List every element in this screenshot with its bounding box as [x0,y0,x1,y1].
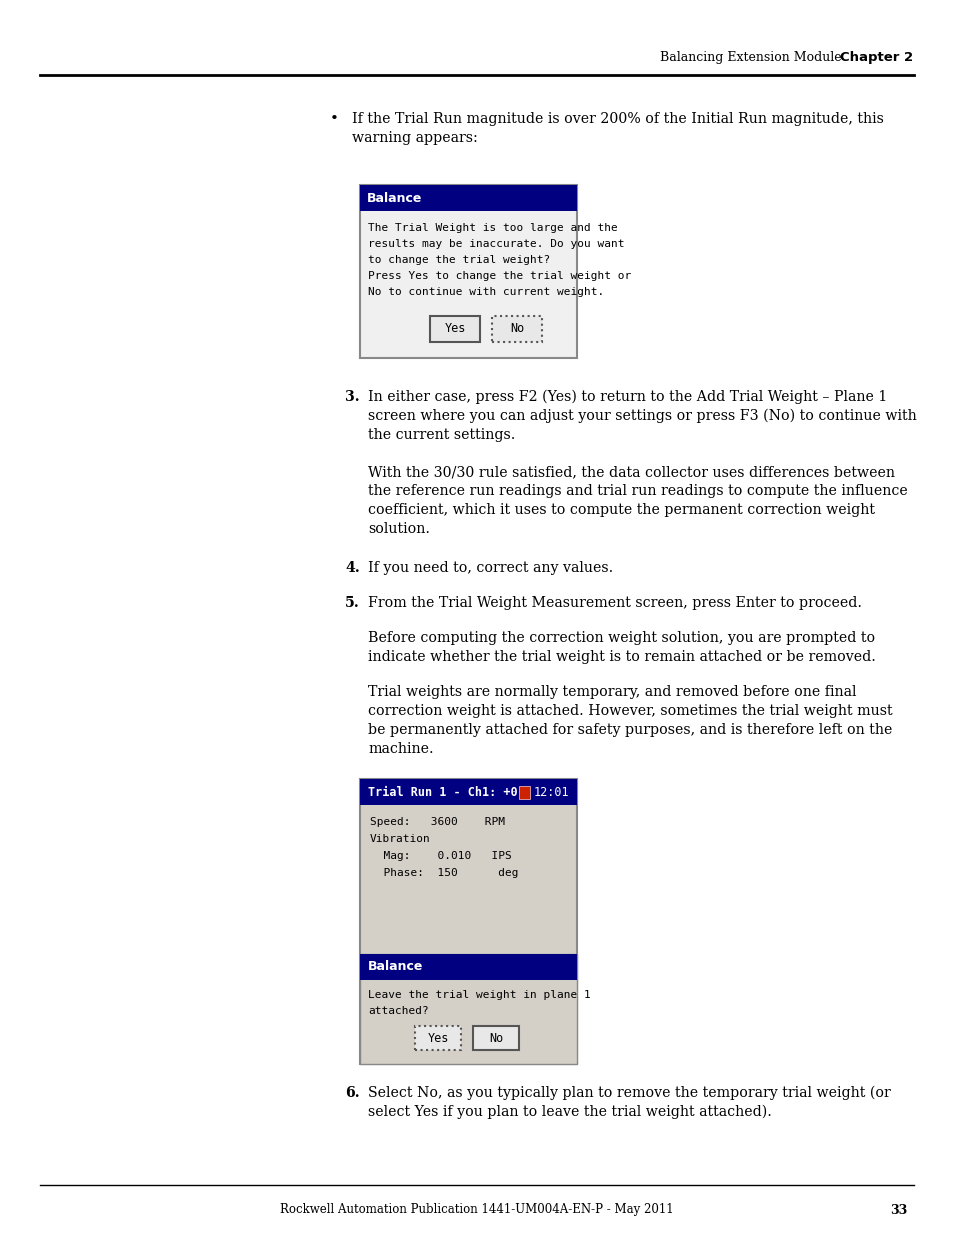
Bar [359,779,577,805]
Text: Yes: Yes [444,322,465,336]
Text: select Yes if you plan to leave the trial weight attached).: select Yes if you plan to leave the tria… [368,1105,771,1119]
Text: screen where you can adjust your settings or press F3 (No) to continue with: screen where you can adjust your setting… [368,409,916,424]
Text: results may be inaccurate. Do you want: results may be inaccurate. Do you want [368,240,624,249]
Text: Vibration: Vibration [370,834,431,844]
Text: If you need to, correct any values.: If you need to, correct any values. [368,561,613,576]
Bar [359,185,577,211]
Text: Select No, as you typically plan to remove the temporary trial weight (or: Select No, as you typically plan to remo… [368,1086,890,1100]
Text: coefficient, which it uses to compute the permanent correction weight: coefficient, which it uses to compute th… [368,503,874,517]
Text: 12:01: 12:01 [534,785,569,799]
Text: No to continue with current weight.: No to continue with current weight. [368,287,603,296]
Text: machine.: machine. [368,742,434,756]
Text: warning appears:: warning appears: [352,131,477,144]
Bar [359,953,577,981]
Text: indicate whether the trial weight is to remain attached or be removed.: indicate whether the trial weight is to … [368,650,875,664]
Text: solution.: solution. [368,522,430,536]
Text: •: • [330,112,338,126]
Text: Chapter 2: Chapter 2 [840,52,912,64]
Text: From the Trial Weight Measurement screen, press Enter to proceed.: From the Trial Weight Measurement screen… [368,597,862,610]
Bar [518,785,530,799]
Text: Speed:   3600    RPM: Speed: 3600 RPM [370,818,504,827]
Bar [359,953,577,1065]
Text: Press Yes to change the trial weight or: Press Yes to change the trial weight or [368,270,631,282]
Text: Yes: Yes [427,1031,448,1045]
Bar [492,316,541,342]
Text: With the 30/30 rule satisfied, the data collector uses differences between: With the 30/30 rule satisfied, the data … [368,466,894,479]
Text: 4.: 4. [345,561,359,576]
Bar [359,779,577,1065]
Bar [430,316,479,342]
Text: Balance: Balance [367,191,422,205]
Text: No: No [488,1031,502,1045]
Text: the current settings.: the current settings. [368,429,515,442]
Text: Balancing Extension Module: Balancing Extension Module [659,52,841,64]
Text: be permanently attached for safety purposes, and is therefore left on the: be permanently attached for safety purpo… [368,722,891,737]
Text: The Trial Weight is too large and the: The Trial Weight is too large and the [368,224,618,233]
Text: 33: 33 [889,1203,906,1216]
Bar [415,1026,460,1050]
Text: attached?: attached? [368,1007,428,1016]
Text: In either case, press F2 (Yes) to return to the Add Trial Weight – Plane 1: In either case, press F2 (Yes) to return… [368,390,886,404]
Text: 6.: 6. [345,1086,359,1100]
Text: If the Trial Run magnitude is over 200% of the Initial Run magnitude, this: If the Trial Run magnitude is over 200% … [352,112,882,126]
Text: 3.: 3. [345,390,359,404]
Text: the reference run readings and trial run readings to compute the influence: the reference run readings and trial run… [368,484,907,498]
Bar [473,1026,518,1050]
Text: Trial weights are normally temporary, and removed before one final: Trial weights are normally temporary, an… [368,685,856,699]
Text: Trial Run 1 - Ch1: +0: Trial Run 1 - Ch1: +0 [368,785,517,799]
Text: Balance: Balance [368,961,423,973]
Text: No: No [509,322,523,336]
Text: 5.: 5. [345,597,359,610]
Text: Mag:    0.010   IPS: Mag: 0.010 IPS [370,851,511,861]
Text: correction weight is attached. However, sometimes the trial weight must: correction weight is attached. However, … [368,704,892,718]
Text: Phase:  150      deg: Phase: 150 deg [370,868,518,878]
Text: Rockwell Automation Publication 1441-UM004A-EN-P - May 2011: Rockwell Automation Publication 1441-UM0… [280,1203,673,1216]
Text: Before computing the correction weight solution, you are prompted to: Before computing the correction weight s… [368,631,874,645]
Bar [359,185,577,358]
Text: to change the trial weight?: to change the trial weight? [368,254,550,266]
Text: Leave the trial weight in plane 1: Leave the trial weight in plane 1 [368,990,590,1000]
